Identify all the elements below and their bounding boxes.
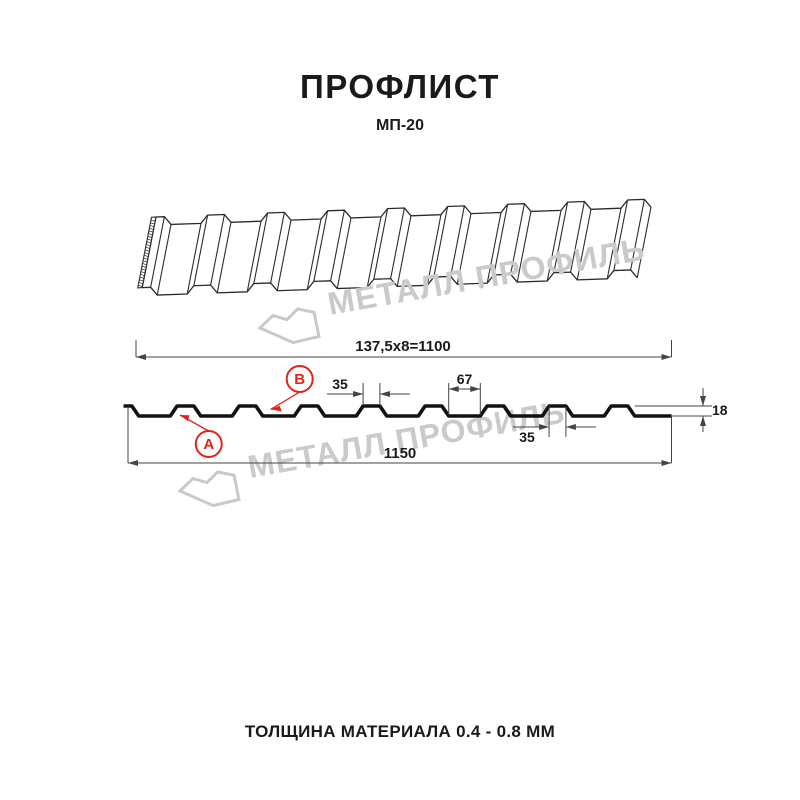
svg-text:137,5x8=1100: 137,5x8=1100 [355,338,451,355]
svg-text:1150: 1150 [384,445,417,462]
svg-text:18: 18 [712,402,728,418]
svg-text:A: A [203,436,214,453]
svg-text:67: 67 [457,371,473,387]
svg-text:35: 35 [519,429,535,445]
svg-text:35: 35 [332,376,348,392]
svg-text:B: B [294,371,305,388]
